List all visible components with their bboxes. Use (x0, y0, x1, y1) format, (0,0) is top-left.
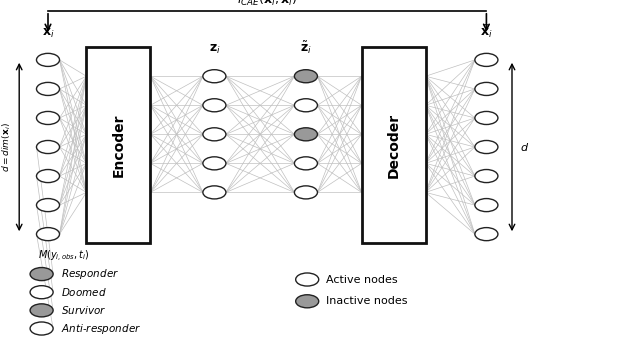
FancyBboxPatch shape (362, 47, 426, 243)
Text: $d = dim(\mathbf{x}_i)$: $d = dim(\mathbf{x}_i)$ (0, 122, 13, 172)
FancyBboxPatch shape (86, 47, 150, 243)
Circle shape (30, 322, 53, 335)
Circle shape (36, 228, 60, 241)
Text: $\tilde{\mathbf{x}}_i$: $\tilde{\mathbf{x}}_i$ (480, 23, 493, 40)
Circle shape (36, 111, 60, 125)
Circle shape (475, 82, 498, 95)
Circle shape (475, 228, 498, 241)
Circle shape (36, 140, 60, 154)
Circle shape (475, 199, 498, 212)
Text: $\mathit{Doomed}$: $\mathit{Doomed}$ (61, 286, 107, 298)
Text: Decoder: Decoder (387, 113, 401, 178)
Text: $l_{CAE}(\mathbf{x}_i, \tilde{\mathbf{x}}_i)$: $l_{CAE}(\mathbf{x}_i, \tilde{\mathbf{x}… (237, 0, 298, 8)
Circle shape (30, 304, 53, 317)
Circle shape (294, 99, 317, 112)
Text: $d$: $d$ (520, 141, 529, 153)
Circle shape (475, 53, 498, 66)
Circle shape (30, 286, 53, 299)
Circle shape (36, 199, 60, 212)
Text: Active nodes: Active nodes (326, 274, 398, 285)
Circle shape (294, 70, 317, 83)
Circle shape (203, 157, 226, 170)
Circle shape (36, 82, 60, 95)
Circle shape (36, 53, 60, 66)
Text: $\tilde{\mathbf{z}}_i$: $\tilde{\mathbf{z}}_i$ (300, 40, 312, 56)
Text: $M(y_{i,obs}, t_i)$: $M(y_{i,obs}, t_i)$ (38, 249, 90, 264)
Text: Inactive nodes: Inactive nodes (326, 296, 408, 306)
Circle shape (203, 70, 226, 83)
Text: $\mathbf{x}_i$: $\mathbf{x}_i$ (42, 27, 54, 40)
Circle shape (475, 170, 498, 183)
Text: $\mathbf{z}_i$: $\mathbf{z}_i$ (209, 43, 220, 56)
Circle shape (475, 111, 498, 125)
Text: $\mathit{Anti\text{-}responder}$: $\mathit{Anti\text{-}responder}$ (61, 322, 141, 335)
Circle shape (36, 170, 60, 183)
Text: $\mathit{Survivor}$: $\mathit{Survivor}$ (61, 304, 106, 317)
Circle shape (203, 99, 226, 112)
Circle shape (203, 128, 226, 141)
Circle shape (296, 295, 319, 308)
Circle shape (475, 140, 498, 154)
Circle shape (203, 186, 226, 199)
Text: Encoder: Encoder (111, 114, 125, 177)
Circle shape (294, 157, 317, 170)
Text: $\mathit{Responder}$: $\mathit{Responder}$ (61, 267, 119, 281)
Circle shape (296, 273, 319, 286)
Circle shape (30, 268, 53, 281)
Circle shape (294, 186, 317, 199)
Circle shape (294, 128, 317, 141)
